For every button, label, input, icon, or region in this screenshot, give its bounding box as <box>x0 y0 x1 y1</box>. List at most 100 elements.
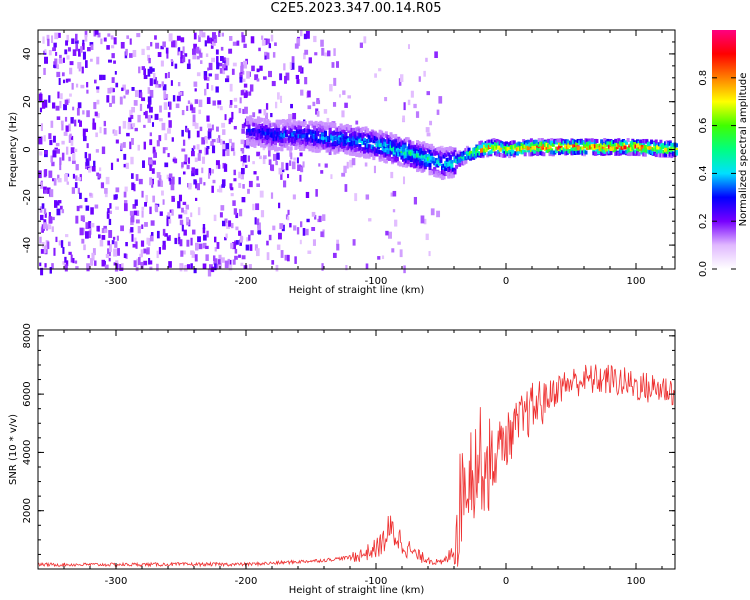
spectrogram-cell <box>390 192 395 197</box>
spectrogram-cell <box>204 40 207 47</box>
spectrogram-cell <box>241 149 245 154</box>
spectrogram-cell <box>345 127 349 132</box>
spectrogram-cell <box>296 79 300 84</box>
spectrogram-cell <box>44 49 47 53</box>
spectrogram-cell <box>296 38 301 47</box>
spectrogram-cell <box>378 129 382 134</box>
spectrogram-cell <box>434 157 438 162</box>
spectrogram-cell <box>114 241 118 248</box>
spectrogram-cell <box>441 147 444 152</box>
spectrogram-cell <box>120 41 125 49</box>
spectrogram-cell <box>228 48 233 54</box>
spectrogram-cell <box>422 142 426 147</box>
spectrogram-cell <box>70 139 74 146</box>
spectrogram-cell <box>665 143 669 148</box>
spectrogram-cell <box>330 146 334 151</box>
spectrogram-cell <box>419 158 423 163</box>
spectrogram-cell <box>253 127 257 132</box>
spectrogram-cell <box>581 151 585 156</box>
spectrogram-cell <box>451 173 455 178</box>
spectrogram-cell <box>366 138 370 143</box>
spectrogram-cell <box>264 131 268 136</box>
spectrogram-cell <box>56 116 61 120</box>
spectrogram-cell <box>355 127 359 132</box>
spectrogram-cell <box>220 46 224 51</box>
spectrogram-cell <box>95 149 99 153</box>
spectrogram-cell <box>422 151 426 156</box>
spectrogram-cell <box>416 168 420 173</box>
spectrogram-cell <box>288 139 292 144</box>
spectrogram-cell <box>186 105 189 111</box>
spectrogram-cell <box>462 156 466 161</box>
spectrogram-cell <box>133 184 136 192</box>
spectrogram-cell <box>130 214 135 223</box>
spectrogram-cell <box>303 128 307 133</box>
spectrogram-cell <box>450 173 454 178</box>
spectrogram-cell <box>377 149 381 154</box>
spectrogram-cell <box>572 150 576 155</box>
spectrogram-cell <box>392 143 396 148</box>
spectrogram-cell <box>458 150 462 155</box>
spectrogram-cell <box>353 151 357 156</box>
spectrogram-cell <box>177 82 181 87</box>
spectrogram-cell <box>525 145 529 150</box>
spectrogram-cell <box>381 139 385 144</box>
spectrogram-cell <box>193 268 197 274</box>
spectrogram-cell <box>489 152 493 157</box>
spectrogram-cell <box>504 150 508 155</box>
spectrogram-cell <box>116 158 119 162</box>
spectrogram-cell <box>105 176 110 185</box>
spectrogram-cell <box>346 161 349 169</box>
spectrogram-cell <box>164 73 168 79</box>
spectrogram-cell <box>315 189 318 197</box>
spectrogram-cell <box>402 163 405 168</box>
spectrogram-cell <box>272 122 276 127</box>
spectrogram-cell <box>71 160 76 164</box>
spectrogram-cell <box>306 124 310 129</box>
spectrogram-cell <box>369 131 373 136</box>
spectrogram-cell <box>329 84 333 92</box>
spectrogram-cell <box>490 145 494 150</box>
spectrogram-cell <box>208 62 213 71</box>
spectrogram-cell <box>653 151 657 156</box>
spectrogram-cell <box>475 144 479 149</box>
spectrogram-cell <box>664 147 668 152</box>
spectrogram-cell <box>243 83 248 88</box>
spectrogram-cell <box>147 87 151 94</box>
spectrogram-cell <box>249 141 253 146</box>
spectrogram-cell <box>328 143 332 148</box>
spectrogram-cell <box>348 124 352 129</box>
spectrogram-cell <box>377 133 381 138</box>
spectrogram-cell <box>413 103 417 109</box>
spectrogram-cell <box>383 153 387 158</box>
spectrogram-cell <box>157 84 162 88</box>
spectrogram-cell <box>56 208 61 216</box>
spectrogram-cell <box>295 142 299 147</box>
spectrogram-cell <box>253 171 257 175</box>
snr-y-tick-label: 6000 <box>22 381 33 406</box>
spectrogram-cell <box>422 146 426 151</box>
spectrogram-cell <box>387 150 391 155</box>
spectrogram-cell <box>444 164 448 169</box>
spectrogram-cell <box>515 142 519 147</box>
spectrogram-cell <box>270 137 274 142</box>
spectrogram-cell <box>540 146 544 151</box>
spectrogram-cell <box>342 142 346 147</box>
spectrogram-cell <box>221 122 226 128</box>
spectrogram-cell <box>554 140 558 145</box>
spectrogram-cell <box>133 100 138 106</box>
spectrogram-cell <box>400 152 404 157</box>
spectrogram-cell <box>398 151 402 156</box>
spectrogram-cell <box>283 126 287 131</box>
spectrogram-cell <box>211 57 216 63</box>
spectrogram-cell <box>642 141 646 146</box>
spectrogram-cell <box>84 34 88 42</box>
spectrogram-cell <box>537 138 541 143</box>
spectrogram-cell <box>426 91 431 96</box>
spectrogram-cell <box>665 147 669 152</box>
spectrogram-cell <box>132 204 137 209</box>
spectrogram-cell <box>550 138 554 143</box>
spectrogram-cell <box>286 254 290 262</box>
spectrogram-cell <box>659 149 663 154</box>
spectrogram-cell <box>84 60 88 68</box>
